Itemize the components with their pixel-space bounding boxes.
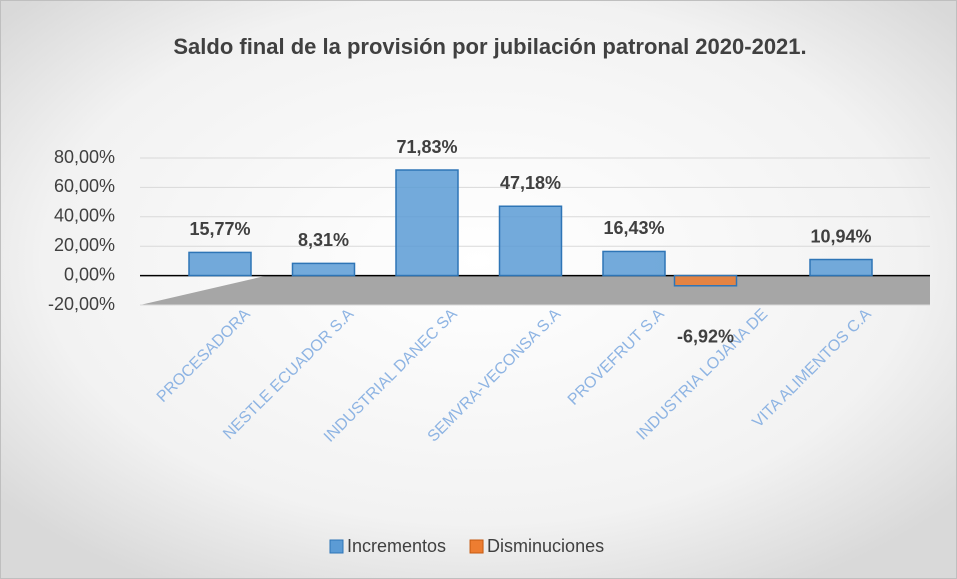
data-label: -6,92% (677, 326, 734, 346)
bar (291, 262, 356, 277)
bar (395, 169, 459, 277)
data-label: 47,18% (500, 173, 561, 193)
bar (809, 258, 873, 277)
data-label: 16,43% (603, 218, 664, 238)
y-tick-label: 60,00% (54, 176, 115, 196)
y-tick-label: 40,00% (54, 206, 115, 226)
y-tick-label: 0,00% (64, 264, 115, 284)
y-tick-label: 20,00% (54, 235, 115, 255)
legend-swatch (329, 539, 344, 554)
legend-label: Disminuciones (487, 536, 604, 556)
bar (498, 205, 563, 277)
floor (140, 276, 930, 305)
legend-swatch (469, 539, 484, 554)
bar (602, 250, 666, 277)
y-tick-label: 80,00% (54, 147, 115, 167)
data-label: 15,77% (189, 219, 250, 239)
legend-label: Incrementos (347, 536, 446, 556)
data-label: 71,83% (396, 137, 457, 157)
chart-title: Saldo final de la provisión por jubilaci… (173, 34, 806, 59)
data-label: 8,31% (298, 230, 349, 250)
bar (188, 251, 252, 277)
bar (673, 274, 738, 287)
data-label: 10,94% (810, 226, 871, 246)
y-tick-label: -20,00% (48, 294, 115, 314)
